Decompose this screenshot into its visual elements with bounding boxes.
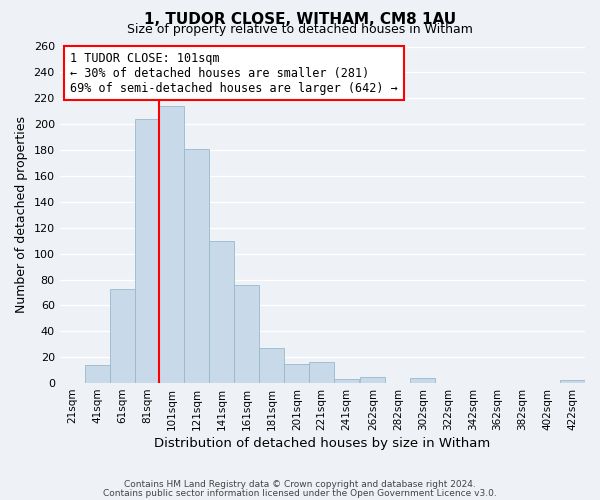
Bar xyxy=(85,365,110,383)
Bar xyxy=(410,378,435,383)
Bar xyxy=(209,240,235,383)
X-axis label: Distribution of detached houses by size in Witham: Distribution of detached houses by size … xyxy=(154,437,490,450)
Bar xyxy=(134,119,160,383)
Bar xyxy=(160,106,184,383)
Text: Size of property relative to detached houses in Witham: Size of property relative to detached ho… xyxy=(127,24,473,36)
Bar xyxy=(560,380,585,383)
Y-axis label: Number of detached properties: Number of detached properties xyxy=(15,116,28,314)
Bar xyxy=(309,362,334,383)
Bar xyxy=(361,376,385,383)
Bar xyxy=(284,364,309,383)
Bar xyxy=(184,149,209,383)
Text: Contains public sector information licensed under the Open Government Licence v3: Contains public sector information licen… xyxy=(103,488,497,498)
Bar xyxy=(110,288,134,383)
Bar xyxy=(235,284,259,383)
Bar xyxy=(334,379,359,383)
Text: 1 TUDOR CLOSE: 101sqm
← 30% of detached houses are smaller (281)
69% of semi-det: 1 TUDOR CLOSE: 101sqm ← 30% of detached … xyxy=(70,52,398,94)
Text: 1, TUDOR CLOSE, WITHAM, CM8 1AU: 1, TUDOR CLOSE, WITHAM, CM8 1AU xyxy=(144,12,456,28)
Bar xyxy=(259,348,284,383)
Text: Contains HM Land Registry data © Crown copyright and database right 2024.: Contains HM Land Registry data © Crown c… xyxy=(124,480,476,489)
